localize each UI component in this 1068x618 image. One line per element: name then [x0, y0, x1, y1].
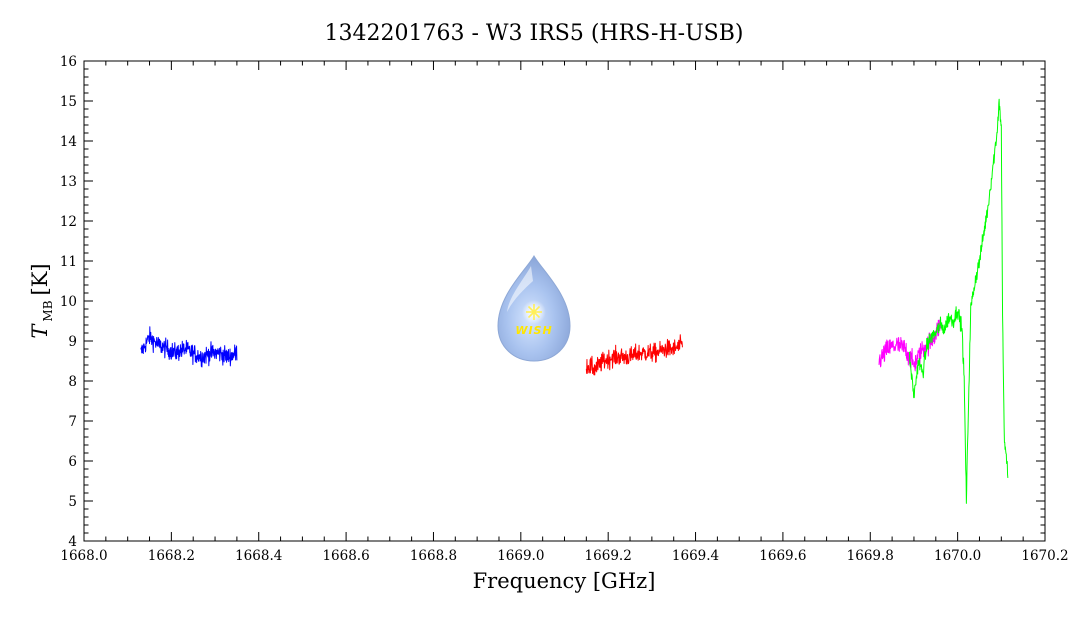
- x-tick-label: 1670.2: [1021, 548, 1068, 564]
- y-tick-label: 4: [68, 534, 77, 550]
- chart-title: 1342201763 - W3 IRS5 (HRS-H-USB): [325, 21, 744, 46]
- series-line-1: [140, 326, 238, 368]
- x-tick-label: 1670.0: [934, 548, 981, 564]
- y-tick-label: 11: [60, 254, 77, 270]
- y-axis-label-symbol: T: [28, 323, 52, 339]
- series-line-2: [585, 334, 683, 376]
- ticks-layer: 1668.0 1668.2 1668.4 1668.6 1668.8 1669.0 1669…: [60, 54, 1068, 564]
- y-tick-label: 12: [60, 214, 77, 230]
- series-layer: [140, 98, 1009, 504]
- logo-text: WISH: [515, 324, 552, 337]
- y-tick-label: 15: [60, 94, 77, 110]
- y-tick-label: 7: [68, 414, 77, 430]
- x-tick-label: 1669.2: [585, 548, 632, 564]
- x-tick-label: 1669.8: [847, 548, 894, 564]
- x-tick-label: 1669.4: [672, 548, 719, 564]
- x-tick-label: 1668.8: [410, 548, 457, 564]
- y-axis-label: T MB [K]: [28, 263, 55, 338]
- y-tick-label: 14: [60, 134, 77, 150]
- y-tick-label: 5: [68, 494, 77, 510]
- x-tick-label: 1668.6: [322, 548, 369, 564]
- x-tick-label: 1668.0: [60, 548, 107, 564]
- series-line-4: [909, 98, 1009, 504]
- logo-drop-highlight: [507, 266, 533, 312]
- x-tick-label: 1669.6: [759, 548, 806, 564]
- y-tick-label: 8: [68, 374, 77, 390]
- y-tick-label: 16: [60, 54, 77, 70]
- x-tick-label: 1668.2: [148, 548, 195, 564]
- x-axis-label: Frequency [GHz]: [473, 569, 656, 593]
- y-axis-label-unit: [K]: [28, 263, 52, 295]
- y-tick-label: 13: [60, 174, 77, 190]
- y-axis-label-subscript: MB: [41, 300, 55, 321]
- x-tick-label: 1668.4: [235, 548, 282, 564]
- x-tick-label: 1669.0: [497, 548, 544, 564]
- svg-text:TMB[K]: T MB [K]: [28, 263, 55, 338]
- y-tick-label: 9: [68, 334, 77, 350]
- y-tick-label: 6: [68, 454, 77, 470]
- wish-logo: WISH: [497, 254, 571, 362]
- logo-star-icon: [526, 304, 542, 320]
- y-tick-label: 10: [60, 294, 77, 310]
